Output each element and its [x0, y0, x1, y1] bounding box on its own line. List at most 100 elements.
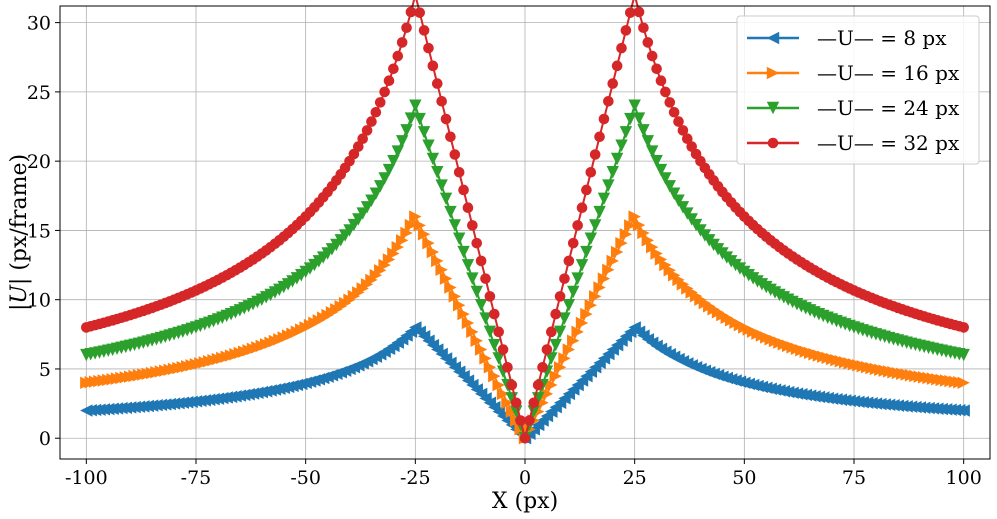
y-tick-label: 15: [27, 220, 51, 242]
data-point: [676, 201, 690, 214]
data-point: [467, 220, 478, 231]
x-tick-label: 25: [623, 467, 647, 489]
data-point: [493, 326, 504, 338]
data-point: [474, 299, 488, 312]
data-point: [461, 316, 475, 330]
data-point: [505, 405, 519, 418]
data-point: [435, 263, 448, 276]
data-point: [445, 131, 456, 143]
y-axis-label-variable: U: [7, 284, 32, 304]
data-point: [664, 97, 676, 108]
data-point: [957, 376, 970, 390]
data-point: [571, 325, 584, 339]
legend-label: —U— = 24 px: [817, 96, 960, 120]
data-point: [619, 126, 633, 139]
data-point: [515, 415, 526, 426]
data-point: [444, 205, 457, 219]
data-point: [378, 258, 391, 272]
data-point: [528, 397, 540, 409]
data-point: [492, 352, 505, 365]
data-point: [457, 245, 470, 259]
data-point: [404, 218, 418, 232]
data-point: [633, 6, 645, 18]
data-point: [502, 361, 513, 373]
data-point: [452, 299, 466, 312]
data-point: [567, 237, 579, 249]
data-point: [646, 50, 658, 62]
y-tick-label: 10: [27, 290, 51, 312]
data-point: [610, 245, 624, 259]
data-point: [392, 50, 404, 62]
data-point: [387, 154, 400, 168]
data-point: [637, 124, 650, 137]
y-axis-label: |U| (px/frame): [7, 154, 32, 311]
data-point: [588, 219, 602, 232]
x-tick-label: 50: [732, 467, 756, 489]
data-point: [615, 139, 628, 152]
data-point: [444, 281, 457, 294]
series-4: [81, 0, 969, 444]
legend-box: [736, 15, 980, 165]
data-point: [396, 37, 408, 48]
data-point: [366, 116, 377, 127]
x-tick-label: 0: [519, 467, 531, 489]
data-point: [382, 253, 396, 266]
x-tick-label: -25: [400, 467, 431, 489]
x-tick-label: 75: [842, 467, 866, 489]
data-point: [496, 387, 510, 401]
data-point: [581, 184, 592, 196]
data-point: [431, 78, 443, 89]
data-point: [405, 6, 417, 18]
data-point: [667, 187, 681, 200]
data-point: [400, 124, 413, 137]
data-point: [369, 187, 383, 200]
data-point: [383, 75, 395, 87]
data-point: [519, 432, 531, 444]
data-point: [435, 179, 448, 192]
data-point: [593, 205, 606, 219]
data-point: [488, 338, 501, 352]
data-point: [378, 172, 391, 185]
data-point: [470, 285, 483, 299]
data-point: [606, 166, 619, 179]
data-point: [615, 236, 628, 250]
x-axis-label: X (px): [492, 489, 558, 514]
data-point: [663, 180, 676, 193]
data-point: [593, 281, 606, 294]
legend-label: —U— = 16 px: [817, 61, 960, 85]
legend-item: —U— = 16 px: [747, 61, 960, 85]
data-point: [597, 272, 611, 285]
data-point: [641, 234, 655, 247]
data-point: [413, 219, 426, 232]
data-point: [527, 405, 540, 418]
data-point: [575, 316, 589, 330]
data-point: [958, 322, 969, 333]
data-point: [414, 7, 426, 18]
data-point: [453, 166, 465, 178]
data-point: [474, 343, 488, 356]
data-point: [404, 112, 418, 125]
data-point: [353, 141, 364, 152]
data-point: [624, 112, 637, 126]
data-point: [462, 202, 474, 214]
data-point: [672, 194, 685, 207]
data-point: [479, 352, 492, 365]
data-point: [361, 125, 373, 136]
data-point: [619, 228, 633, 241]
data-point: [479, 312, 492, 325]
legend-items: —U— = 8 px —U— = 16 px —U— = 24 px —U— = 32…: [747, 26, 960, 155]
legend-item: —U— = 8 px: [747, 26, 947, 50]
data-point: [365, 194, 378, 207]
legend-marker: [767, 137, 779, 149]
data-point: [584, 299, 598, 312]
data-point: [549, 369, 562, 383]
data-point: [506, 379, 518, 391]
series-2: [80, 210, 970, 445]
data-point: [559, 273, 570, 284]
data-point: [470, 334, 483, 347]
data-point: [370, 106, 382, 118]
legend-marker: [766, 66, 780, 80]
legend-label: —U— = 8 px: [817, 26, 947, 50]
data-point: [422, 236, 435, 250]
